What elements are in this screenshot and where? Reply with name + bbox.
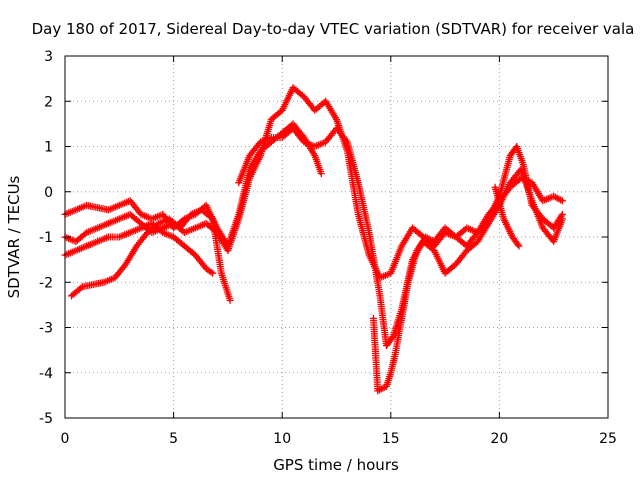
x-tick-label: 15 [382,431,400,447]
data-layer [61,84,566,395]
x-tick-label: 0 [61,431,70,447]
data-point [226,296,234,304]
y-tick-label: -3 [39,321,53,337]
series-arc-6 [369,143,566,395]
data-point [207,268,215,276]
data-point [558,197,566,205]
data-point [77,284,85,292]
y-tick-label: 0 [44,185,53,201]
x-axis-label: GPS time / hours [273,456,399,474]
y-tick-label: -5 [39,411,53,427]
y-tick-label: 3 [44,49,53,65]
y-tick-label: -2 [39,275,53,291]
data-point [514,241,522,249]
data-point [317,170,325,178]
series-arc-4 [68,206,234,304]
y-tick-label: -4 [39,366,53,382]
chart-title: Day 180 of 2017, Sidereal Day-to-day VTE… [32,20,635,38]
x-tick-label: 5 [169,431,178,447]
series-arc-7 [491,183,523,250]
data-point [515,242,523,250]
data-point [388,334,396,342]
data-point [209,269,217,277]
series-arc-5 [235,124,566,350]
x-tick-label: 25 [599,431,617,447]
y-tick-label: 1 [44,140,53,156]
x-tick-label: 20 [490,431,508,447]
y-tick-label: -1 [39,230,53,246]
x-tick-label: 10 [273,431,291,447]
data-point [558,210,566,218]
y-axis-label: SDTVAR / TECUs [5,175,23,298]
ticks: 0 5 10 15 20 25 -5 -4 -3 -2 -1 0 1 2 3 [39,49,617,447]
y-tick-label: 2 [44,94,53,110]
series-arc-2 [61,84,566,282]
